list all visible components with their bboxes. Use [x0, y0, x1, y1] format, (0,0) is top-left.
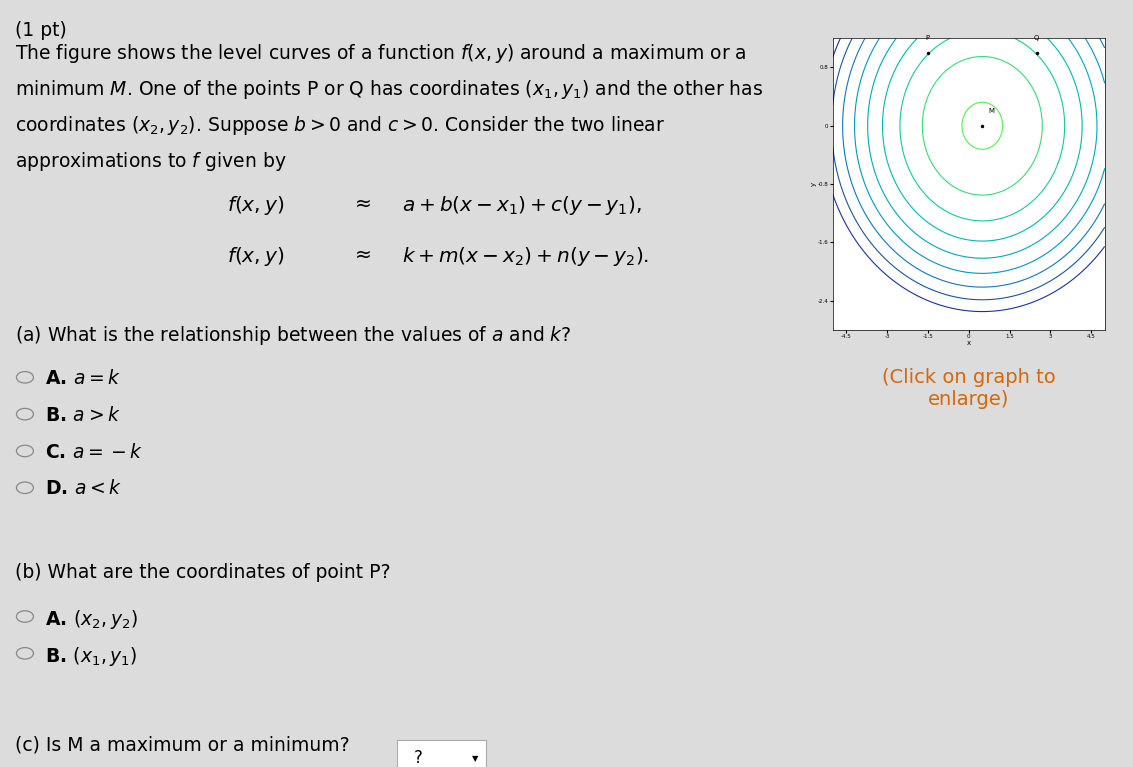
Text: C. $a = -k$: C. $a = -k$ [45, 443, 144, 462]
Text: M: M [989, 107, 995, 114]
Text: $a + b(x - x_1) + c(y - y_1),$: $a + b(x - x_1) + c(y - y_1),$ [402, 194, 641, 217]
Text: coordinates $(x_2, y_2)$. Suppose $b > 0$ and $c > 0$. Consider the two linear: coordinates $(x_2, y_2)$. Suppose $b > 0… [15, 114, 665, 137]
Text: P: P [926, 35, 930, 41]
Text: Q: Q [1034, 35, 1039, 41]
Text: $\approx$: $\approx$ [351, 245, 372, 264]
Text: (b) What are the coordinates of point P?: (b) What are the coordinates of point P? [15, 563, 390, 582]
Text: ▼: ▼ [472, 753, 479, 762]
Text: minimum $M$. One of the points P or Q has coordinates $(x_1, y_1)$ and the other: minimum $M$. One of the points P or Q ha… [15, 78, 763, 101]
Text: B. $(x_1, y_1)$: B. $(x_1, y_1)$ [45, 645, 138, 668]
Text: (c) Is M a maximum or a minimum?: (c) Is M a maximum or a minimum? [15, 736, 349, 755]
Text: The figure shows the level curves of a function $f(x, y)$ around a maximum or a: The figure shows the level curves of a f… [15, 42, 747, 65]
FancyBboxPatch shape [397, 739, 486, 767]
Text: $f(x,y)$: $f(x,y)$ [227, 245, 284, 268]
Text: $k + m(x - x_2) + n(y - y_2).$: $k + m(x - x_2) + n(y - y_2).$ [402, 245, 649, 268]
X-axis label: x: x [966, 341, 971, 347]
Text: (a) What is the relationship between the values of $a$ and $k$?: (a) What is the relationship between the… [15, 324, 571, 347]
Text: (1 pt): (1 pt) [15, 21, 67, 41]
Text: ?: ? [414, 749, 423, 767]
Text: (Click on graph to
enlarge): (Click on graph to enlarge) [881, 368, 1056, 409]
Text: D. $a < k$: D. $a < k$ [45, 479, 122, 499]
Text: approximations to $f$ given by: approximations to $f$ given by [15, 150, 287, 173]
Text: $f(x,y)$: $f(x,y)$ [227, 194, 284, 217]
Text: B. $a > k$: B. $a > k$ [45, 406, 121, 425]
Text: $\approx$: $\approx$ [351, 194, 372, 213]
Text: A. $(x_2, y_2)$: A. $(x_2, y_2)$ [45, 608, 138, 631]
Text: A. $a = k$: A. $a = k$ [45, 369, 121, 388]
Y-axis label: y: y [810, 182, 817, 186]
